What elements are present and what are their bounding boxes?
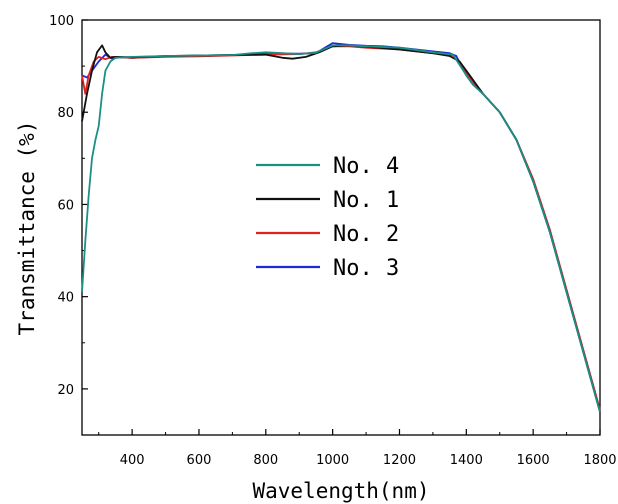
series-lines: [81, 42, 601, 413]
x-tick-label: 1200: [383, 453, 416, 468]
x-tick-label: 800: [253, 453, 278, 468]
x-tick-label: 1400: [450, 453, 483, 468]
legend-label: No. 1: [333, 188, 399, 213]
y-tick-label: 60: [57, 198, 74, 213]
y-tick-label: 100: [49, 14, 74, 29]
legend: No. 4 No. 1 No. 2 No. 3: [256, 154, 399, 281]
x-tick-label: 1600: [517, 453, 550, 468]
x-tick-label: 1000: [316, 453, 349, 468]
x-tick-label: 600: [187, 453, 212, 468]
x-axis-ticks: 400 600 800 1000 1200 1400 1600 1800: [98, 429, 617, 468]
legend-label: No. 2: [333, 222, 399, 247]
x-tick-label: 1800: [583, 453, 616, 468]
y-tick-label: 40: [57, 291, 74, 306]
y-axis-ticks: 20 40 60 80 100: [49, 14, 88, 398]
y-tick-label: 20: [57, 383, 74, 398]
series-line-no-4: [81, 44, 601, 413]
plot-frame: [81, 19, 601, 436]
legend-label: No. 4: [333, 154, 399, 179]
legend-label: No. 3: [333, 256, 399, 281]
y-tick-label: 80: [57, 106, 74, 121]
y-axis-title: Transmittance (%): [15, 121, 39, 336]
x-tick-label: 400: [120, 453, 145, 468]
x-axis-title: Wavelength(nm): [252, 479, 429, 503]
